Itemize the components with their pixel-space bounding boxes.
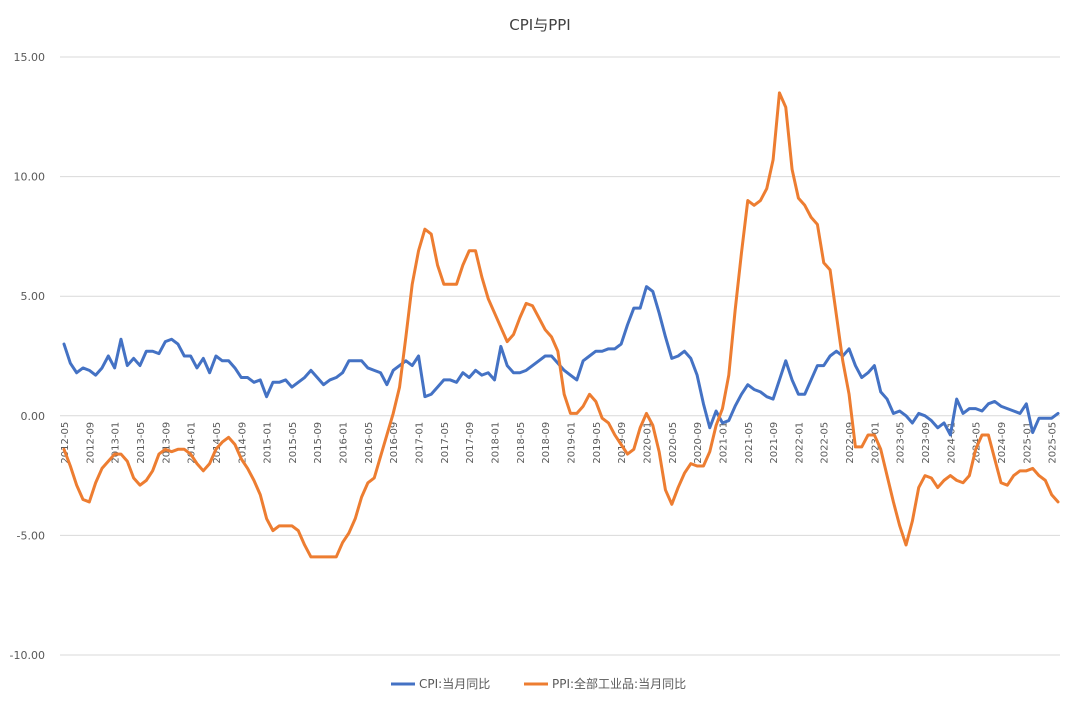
x-tick-label: 2020-05 <box>668 422 679 464</box>
x-tick-label: 2018-01 <box>491 422 502 464</box>
y-tick-label: -5.00 <box>17 529 45 542</box>
x-axis-tick-labels: 2012-05 2012-09 2013-01 2013-05 2013-09 2014-… <box>60 422 1059 464</box>
x-tick-label: 2022-01 <box>794 422 805 464</box>
series-lines <box>62 91 1060 559</box>
x-tick-label: 2020-01 <box>642 422 653 464</box>
x-tick-label: 2013-01 <box>111 422 122 464</box>
x-tick-label: 2013-09 <box>161 422 172 464</box>
x-tick-label: 2017-09 <box>465 422 476 464</box>
x-tick-label: 2021-01 <box>718 422 729 464</box>
x-tick-label: 2021-05 <box>744 422 755 464</box>
legend-label-ppi: PPI:全部工业品:当月同比 <box>552 676 686 691</box>
x-tick-label: 2019-09 <box>617 422 628 464</box>
x-tick-label: 2024-01 <box>946 422 957 464</box>
x-tick-label: 2014-01 <box>187 422 198 464</box>
x-tick-label: 2012-09 <box>85 422 96 464</box>
y-tick-label: 5.00 <box>21 290 46 303</box>
x-tick-label: 2017-05 <box>440 422 451 464</box>
x-tick-label: 2021-09 <box>769 422 780 464</box>
x-tick-label: 2022-05 <box>820 422 831 464</box>
x-tick-label: 2015-09 <box>313 422 324 464</box>
x-tick-label: 2015-01 <box>263 422 274 464</box>
x-tick-label: 2015-05 <box>288 422 299 464</box>
gridlines <box>60 56 1060 656</box>
x-tick-label: 2022-09 <box>845 422 856 464</box>
legend-label-cpi: CPI:当月同比 <box>419 677 490 691</box>
x-tick-label: 2024-09 <box>997 422 1008 464</box>
x-tick-label: 2016-01 <box>339 422 350 464</box>
y-tick-label: 10.00 <box>14 171 46 184</box>
x-tick-label: 2014-09 <box>237 422 248 464</box>
y-axis-tick-labels: 15.00 10.00 5.00 0.00 -5.00 -10.00 <box>10 51 45 662</box>
x-tick-label: 2019-01 <box>566 422 577 464</box>
x-tick-label: 2012-05 <box>60 422 71 464</box>
x-tick-label: 2018-09 <box>541 422 552 464</box>
chart-title: CPI与PPI <box>509 16 570 34</box>
x-tick-label: 2019-05 <box>592 422 603 464</box>
x-tick-label: 2023-01 <box>870 422 881 464</box>
x-tick-label: 2020-09 <box>693 422 704 464</box>
x-tick-label: 2018-05 <box>516 422 527 464</box>
y-tick-label: 0.00 <box>21 410 46 423</box>
x-tick-label: 2013-05 <box>136 422 147 464</box>
x-tick-label: 2023-05 <box>896 422 907 464</box>
y-tick-label: 15.00 <box>14 51 46 64</box>
x-tick-label: 2023-09 <box>921 422 932 464</box>
series-line-cpi <box>62 285 1060 437</box>
x-tick-label: 2014-05 <box>212 422 223 464</box>
x-tick-label: 2016-05 <box>364 422 375 464</box>
series-line-ppi <box>62 91 1060 559</box>
y-tick-label: -10.00 <box>10 649 45 662</box>
x-tick-label: 2025-05 <box>1048 422 1059 464</box>
legend: CPI:当月同比 PPI:全部工业品:当月同比 <box>391 676 686 691</box>
x-tick-label: 2016-09 <box>389 422 400 464</box>
x-tick-label: 2025-01 <box>1022 422 1033 464</box>
x-tick-label: 2017-01 <box>415 422 426 464</box>
